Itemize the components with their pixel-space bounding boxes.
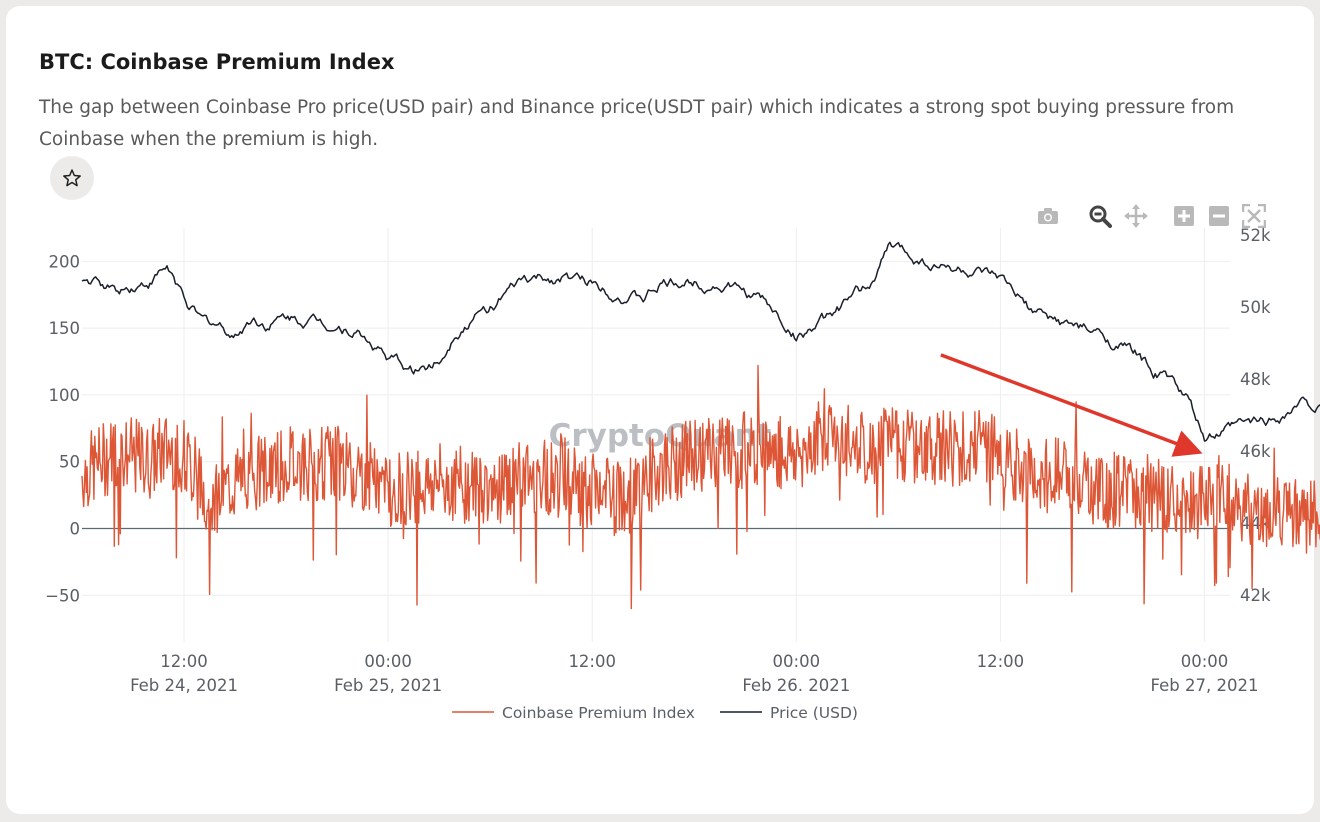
camera-icon — [1038, 208, 1058, 224]
pan-button[interactable] — [1124, 204, 1148, 228]
favorite-star-button[interactable] — [50, 156, 94, 200]
legend-item[interactable]: Price (USD) — [720, 704, 858, 722]
x-tick-sublabel: Feb 24, 2021 — [130, 676, 238, 695]
zoom-out-icon — [1209, 206, 1229, 226]
chart-title: BTC: Coinbase Premium Index — [39, 50, 395, 74]
y-left-tick-label: 150 — [49, 319, 81, 338]
x-tick-label: 12:00 — [568, 652, 616, 671]
price-line[interactable] — [81, 241, 1320, 478]
zoom-icon — [1089, 205, 1112, 228]
y-left-tick-label: −50 — [45, 586, 80, 605]
premium-index-line[interactable] — [81, 364, 1320, 627]
zoom-in-button[interactable] — [1172, 204, 1196, 228]
y-right-tick-label: 52k — [1240, 226, 1271, 245]
autoscale-icon — [1242, 204, 1266, 228]
y-right-tick-label: 42k — [1240, 586, 1271, 605]
y-right-tick-label: 50k — [1240, 298, 1271, 317]
camera-button[interactable] — [1036, 204, 1060, 228]
legend-label: Price (USD) — [770, 704, 858, 722]
y-left-tick-label: 100 — [49, 386, 81, 405]
legend-item[interactable]: Coinbase Premium Index — [452, 704, 695, 722]
x-tick-label: 00:00 — [1181, 652, 1229, 671]
x-tick-label: 00:00 — [364, 652, 412, 671]
x-tick-sublabel: Feb 27, 2021 — [1151, 676, 1259, 695]
x-tick-sublabel: Feb 25, 2021 — [334, 676, 442, 695]
chart-card: BTC: Coinbase Premium Index The gap betw… — [6, 6, 1314, 814]
star-icon — [63, 169, 81, 187]
zoom-in-icon — [1174, 206, 1194, 226]
red-arrow — [940, 353, 1203, 457]
zoom-button[interactable] — [1088, 204, 1112, 228]
x-tick-label: 12:00 — [977, 652, 1025, 671]
x-tick-label: 12:00 — [160, 652, 208, 671]
y-left-tick-label: 0 — [70, 519, 81, 538]
pan-icon — [1124, 204, 1148, 228]
y-right-tick-label: 48k — [1240, 370, 1271, 389]
x-tick-label: 00:00 — [773, 652, 821, 671]
y-left-tick-label: 200 — [49, 252, 81, 271]
y-left-tick-label: 50 — [59, 453, 80, 472]
zoom-out-button[interactable] — [1207, 204, 1231, 228]
watermark: CryptoQuant — [549, 418, 772, 454]
plot-modebar — [1036, 204, 1266, 228]
legend-label: Coinbase Premium Index — [502, 704, 695, 722]
y-right-tick-label: 46k — [1240, 442, 1271, 461]
x-tick-sublabel: Feb 26. 2021 — [742, 676, 850, 695]
chart-description: The gap between Coinbase Pro price(USD p… — [39, 97, 1235, 150]
autoscale-button[interactable] — [1242, 204, 1266, 228]
